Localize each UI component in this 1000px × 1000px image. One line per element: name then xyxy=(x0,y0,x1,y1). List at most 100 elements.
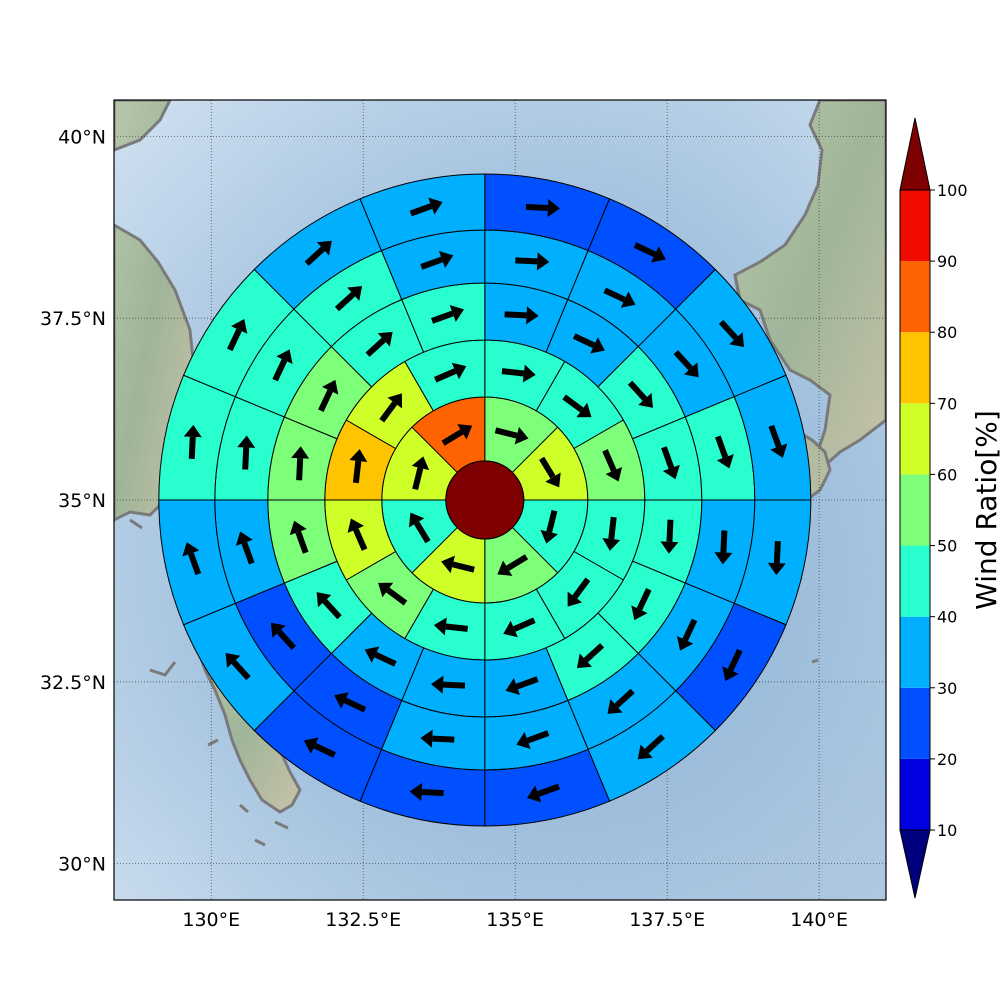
wind-arrow-ring2-10 xyxy=(349,449,368,484)
wind-arrow-ring3-15 xyxy=(365,331,393,357)
wind-arrow-ring3-9 xyxy=(431,675,466,694)
wind-arrow-ring2-3 xyxy=(602,449,623,482)
wind-arrow-ring4-16 xyxy=(420,251,454,270)
wind-arrow-ring2-12 xyxy=(433,362,467,383)
colorbar-segment-50-60 xyxy=(900,474,930,546)
colorbar-segment-60-70 xyxy=(900,403,930,475)
y-tick-label-1: 32.5°N xyxy=(40,672,106,694)
y-tick-label-2: 35°N xyxy=(58,490,106,512)
wind-arrow-ring5-9 xyxy=(409,783,444,802)
wind-arrow-ring1-8 xyxy=(441,424,473,446)
wind-arrow-ring4-3 xyxy=(673,350,699,378)
wind-arrow-ring2-1 xyxy=(501,364,536,383)
wind-arrow-ring3-2 xyxy=(572,333,605,354)
wind-arrow-ring3-3 xyxy=(627,380,653,408)
y-tick-label-0: 30°N xyxy=(58,854,106,876)
map-frame xyxy=(113,99,887,901)
colorbar-segment-90-100 xyxy=(900,190,930,262)
wind-arrow-ring5-15 xyxy=(304,240,332,266)
center-cell xyxy=(445,460,525,540)
colorbar-tick-label-40: 40 xyxy=(937,608,957,627)
colorbar-tick-label-30: 30 xyxy=(937,679,957,698)
wind-arrow-ring2-4 xyxy=(602,516,621,551)
wind-arrow-ring4-11 xyxy=(270,622,297,650)
x-axis-ticks: 130°E 132.5°E 135°E 137.5°E 140°E xyxy=(182,909,848,931)
wind-arrow-ring3-7 xyxy=(576,643,605,669)
wind-arrow-ring3-16 xyxy=(431,304,465,324)
wind-arrow-ring1-3 xyxy=(540,509,558,544)
colorbar-segment-80-90 xyxy=(900,261,930,333)
wind-arrow-ring3-8 xyxy=(505,676,539,696)
wind-arrow-ring1-1 xyxy=(494,426,529,445)
y-axis-ticks: 30°N 32.5°N 35°N 37.5°N 40°N xyxy=(40,126,106,875)
colorbar-extend-top xyxy=(899,117,931,191)
wind-arrow-ring4-8 xyxy=(516,730,550,749)
colorbar-tick-label-50: 50 xyxy=(937,537,957,556)
wind-arrow-ring2-7 xyxy=(433,617,468,636)
wind-arrow-ring5-4 xyxy=(768,424,788,458)
colorbar-tick-label-70: 70 xyxy=(937,394,957,413)
wind-arrow-ring5-14 xyxy=(227,319,248,352)
y-tick-label-4: 40°N xyxy=(58,126,106,148)
wind-arrow-ring3-14 xyxy=(318,379,339,412)
wind-arrow-ring3-11 xyxy=(316,592,342,620)
colorbar-tick-label-10: 10 xyxy=(937,821,957,840)
wind-arrow-ring3-10 xyxy=(364,646,397,667)
colorbar-label: Wind Ratio[%] xyxy=(970,410,1000,610)
wind-arrows xyxy=(182,197,788,803)
colorbar-segment-40-50 xyxy=(900,545,930,617)
wind-arrow-ring5-7 xyxy=(637,734,665,760)
wind-arrow-ring1-2 xyxy=(539,456,561,488)
wind-arrow-ring1-4 xyxy=(497,554,529,576)
wind-arrow-ring5-5 xyxy=(767,541,786,576)
wind-arrow-ring2-5 xyxy=(567,577,591,607)
wind-arrow-ring4-5 xyxy=(714,530,733,565)
wind-arrow-ring5-3 xyxy=(718,319,745,348)
wind-arrow-ring5-10 xyxy=(303,737,336,758)
x-tick-label-3: 137.5°E xyxy=(629,909,705,931)
wind-arrow-ring5-11 xyxy=(225,652,251,681)
x-tick-label-0: 130°E xyxy=(182,909,240,931)
wind-arrow-ring3-1 xyxy=(504,306,539,325)
wind-arrow-ring3-6 xyxy=(631,588,652,621)
colorbar-segment-10-20 xyxy=(900,758,930,830)
colorbar-tick-label-20: 20 xyxy=(937,750,957,769)
wind-arrow-ring2-2 xyxy=(562,394,592,418)
wind-arrow-ring2-6 xyxy=(503,617,536,638)
wind-arrow-ring5-8 xyxy=(526,783,560,803)
wind-arrow-ring4-12 xyxy=(235,531,255,565)
colorbar-tick-label-80: 80 xyxy=(937,323,957,342)
y-tick-label-3: 37.5°N xyxy=(40,308,106,330)
wind-arrow-ring4-13 xyxy=(237,435,256,470)
wind-arrow-ring4-2 xyxy=(603,287,636,308)
x-tick-label-2: 135°E xyxy=(486,909,544,931)
colorbar-outline xyxy=(899,190,931,830)
wind-arrow-ring4-4 xyxy=(715,435,734,469)
wind-arrow-ring1-7 xyxy=(411,456,430,491)
colorbar-tick-label-90: 90 xyxy=(937,252,957,271)
wind-arrow-ring5-6 xyxy=(722,648,743,681)
colorbar-extend-bottom xyxy=(899,829,931,899)
map-area xyxy=(114,100,886,900)
wind-arrow-ring5-2 xyxy=(633,242,666,263)
wind-arrow-ring4-6 xyxy=(676,618,698,651)
wind-arrow-ring5-16 xyxy=(409,197,443,217)
colorbar: 10 20 30 40 50 60 70 80 90 100 Wind Ratio[%] xyxy=(899,117,1000,899)
wind-arrow-ring2-9 xyxy=(347,518,368,551)
wind-arrow-ring4-15 xyxy=(334,286,363,312)
wind-arrow-ring3-12 xyxy=(289,520,309,554)
colorbar-segment-20-30 xyxy=(900,687,930,759)
wind-arrow-ring3-5 xyxy=(660,519,679,554)
wind-arrow-ring4-10 xyxy=(334,692,367,713)
wind-arrow-ring4-7 xyxy=(607,688,635,714)
wind-arrow-ring5-13 xyxy=(183,424,202,459)
x-tick-label-4: 140°E xyxy=(790,909,848,931)
wind-arrow-ring2-11 xyxy=(379,393,403,423)
wind-arrow-ring5-1 xyxy=(525,198,560,217)
wind-arrow-ring4-14 xyxy=(272,349,293,382)
colorbar-segment-30-40 xyxy=(900,616,930,688)
honshu-north-landmass xyxy=(733,100,886,473)
wind-arrow-ring5-12 xyxy=(182,542,202,576)
wind-arrow-ring1-5 xyxy=(441,555,475,574)
